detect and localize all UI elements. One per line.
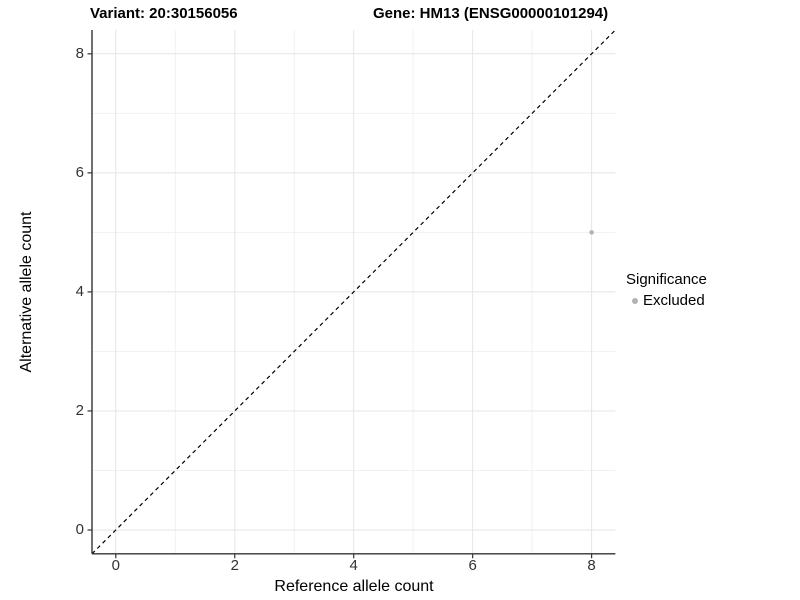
gene-title: Gene: HM13 (ENSG00000101294) bbox=[373, 5, 609, 22]
x-tick-label: 8 bbox=[587, 557, 596, 574]
legend-entries: Excluded bbox=[626, 292, 707, 310]
x-tick-label: 0 bbox=[111, 557, 120, 574]
legend: Significance Excluded bbox=[626, 270, 707, 310]
variant-title: Variant: 20:30156056 bbox=[90, 5, 238, 22]
y-tick-label: 4 bbox=[75, 282, 84, 300]
x-tick-label: 4 bbox=[349, 557, 358, 574]
y-tick-label: 0 bbox=[75, 520, 84, 538]
legend-entry: Excluded bbox=[626, 292, 707, 310]
x-tick-label: 2 bbox=[230, 557, 239, 574]
legend-entry-label: Excluded bbox=[643, 292, 705, 309]
y-axis-title: Alternative allele count bbox=[18, 211, 35, 373]
x-tick-label: 6 bbox=[468, 557, 477, 574]
identity-line bbox=[91, 29, 616, 555]
y-tick-label: 2 bbox=[75, 401, 84, 419]
legend-title: Significance bbox=[626, 271, 707, 288]
data-point bbox=[589, 230, 594, 235]
y-tick-label: 6 bbox=[75, 163, 84, 181]
y-tick-label: 8 bbox=[75, 44, 84, 62]
legend-key-dot-icon bbox=[632, 298, 638, 304]
x-axis-title: Reference allele count bbox=[274, 578, 434, 595]
